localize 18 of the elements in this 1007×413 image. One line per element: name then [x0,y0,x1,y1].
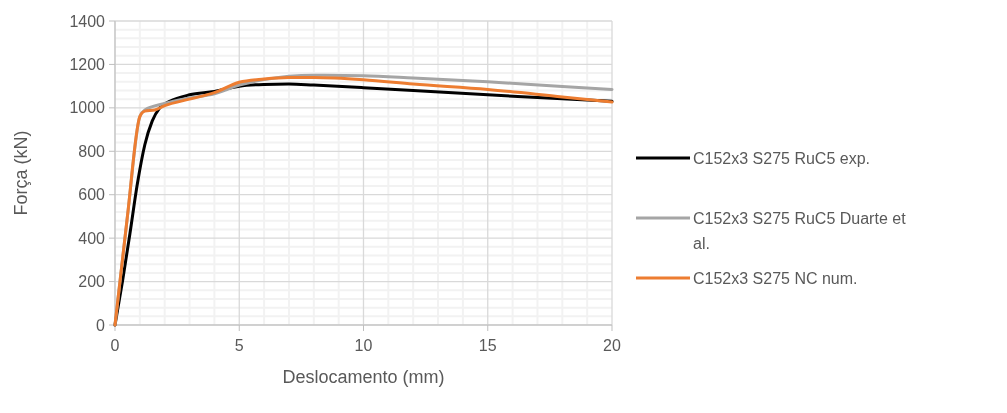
y-tick-label: 200 [78,273,106,291]
x-tick-label: 5 [234,337,244,354]
x-axis-title: Deslocamento (mm) [282,367,445,387]
y-tick-label: 400 [78,229,106,247]
y-tick-label: 1000 [69,99,106,117]
x-tick-label: 20 [603,337,621,354]
x-tick-label: 15 [478,337,497,354]
legend-label: C152x3 S275 RuC5 Duarte et al. [693,210,907,252]
y-tick-label: 1400 [69,12,106,30]
y-tick-label: 600 [78,186,106,204]
y-tick-label: 1200 [69,56,106,74]
x-tick-label: 0 [110,337,120,354]
legend-label: C152x3 S275 RuC5 exp. [693,150,870,167]
y-tick-label: 0 [96,316,106,334]
y-tick-label: 800 [78,142,106,160]
x-tick-label: 10 [354,337,373,354]
y-axis-title: Força (kN) [11,130,31,216]
legend-label: C152x3 S275 NC num. [693,270,858,287]
